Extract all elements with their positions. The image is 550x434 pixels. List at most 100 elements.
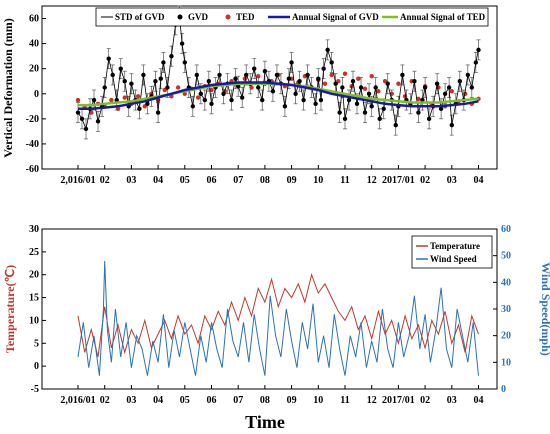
top-x-tick-label: 12 <box>367 175 377 186</box>
gvd-point <box>244 72 249 78</box>
gvd-point <box>412 79 417 84</box>
bottom-x-tick-label: 2017/01 <box>382 395 415 406</box>
gvd-point <box>282 104 288 109</box>
top-x-tick-label: 11 <box>340 175 349 186</box>
gvd-point <box>240 95 245 100</box>
gvd-point <box>385 81 390 86</box>
bottom-x-tick-label: 2,016/01 <box>60 395 95 406</box>
bottom-legend-box <box>411 235 493 269</box>
gvd-point <box>122 79 127 84</box>
top-x-tick-label: 02 <box>420 175 430 186</box>
ted-point <box>329 72 334 78</box>
ted-point <box>376 89 381 94</box>
gvd-point <box>102 85 107 90</box>
top-x-tick-label: 02 <box>100 175 110 186</box>
top-x-tick-label: 2017/01 <box>382 175 415 186</box>
bottom-x-ticks: 2,016/01 02 03 04 05 06 07 08 09 10 11 12 2017/01 02 0… <box>60 385 484 406</box>
top-y-tick-label: 0 <box>34 89 39 100</box>
gvd-point <box>202 97 208 103</box>
top-x-tick-label: 06 <box>207 175 217 186</box>
gvd-point <box>153 79 158 84</box>
ted-point <box>109 97 114 103</box>
gvd-point <box>161 60 166 65</box>
top-y-tick-label: -40 <box>26 139 39 150</box>
gvd-point <box>182 60 187 65</box>
gvd-point <box>426 116 432 122</box>
gvd-point <box>350 79 356 84</box>
gvd-point <box>457 79 463 84</box>
top-x-tick-label: 09 <box>287 175 297 186</box>
ted-point <box>369 74 374 79</box>
gvd-point <box>221 91 226 96</box>
top-legend: STD of GVD GVD TED Annual Signal of GVD … <box>95 7 489 27</box>
top-y-tick-label: -20 <box>26 114 39 125</box>
gvd-point <box>145 101 150 107</box>
ted-point <box>322 81 328 86</box>
gvd-point <box>260 97 265 103</box>
ted-point <box>122 95 127 100</box>
bottom-y-tick-label-right: 60 <box>501 224 511 235</box>
bottom-y-tick-label-left: 10 <box>29 315 39 326</box>
gvd-point <box>252 66 257 71</box>
gvd-point <box>301 97 306 103</box>
gvd-point <box>194 72 200 78</box>
gvd-point <box>169 53 174 59</box>
top-y-tick-label: -60 <box>26 164 39 175</box>
gvd-point <box>110 72 115 78</box>
ted-point <box>342 71 348 76</box>
gvd-point <box>118 66 123 71</box>
top-x-tick-label: 10 <box>313 175 323 186</box>
top-legend-box <box>95 7 489 27</box>
bottom-x-tick-label: 02 <box>100 395 110 406</box>
gvd-point <box>262 69 268 74</box>
top-x-tick-label: 07 <box>233 175 243 186</box>
ted-point <box>195 95 201 100</box>
gvd-point <box>438 106 444 112</box>
ted-point <box>75 97 81 103</box>
top-x-tick-label: 04 <box>153 175 163 186</box>
wind-speed-line <box>77 260 479 376</box>
top-x-ticks: 2,016/01 02 03 04 05 06 07 08 09 10 11 12 2017/01 02 0… <box>60 165 484 186</box>
bottom-y-tick-label-left: 5 <box>34 338 39 349</box>
gvd-point <box>91 97 97 103</box>
gvd-point <box>325 47 330 53</box>
gvd-point <box>342 116 348 122</box>
gvd-point <box>420 97 425 103</box>
gvd-point <box>206 79 212 84</box>
bottom-y-tick-label-right: 30 <box>501 304 511 315</box>
bottom-y-axis-label-left: Temperature(℃) <box>3 265 17 353</box>
gvd-point <box>155 110 161 115</box>
bottom-legend: Temperature Wind Speed <box>411 235 493 269</box>
ted-point <box>416 96 421 101</box>
gvd-point <box>333 81 338 86</box>
x-axis-title: Time <box>245 412 285 432</box>
bottom-y-axis-label-right: Wind Speed(mph) <box>539 262 550 355</box>
gvd-point <box>305 72 310 78</box>
gvd-point <box>362 110 368 115</box>
bottom-x-tick-label: 08 <box>260 395 270 406</box>
bottom-x-tick-label: 07 <box>233 395 243 406</box>
gvd-point <box>95 119 101 124</box>
top-x-tick-label: 08 <box>260 175 270 186</box>
bottom-y-tick-label-right: 0 <box>501 384 506 395</box>
gvd-point <box>129 81 134 86</box>
gvd-point <box>366 91 372 96</box>
ted-point <box>175 85 181 90</box>
gvd-point <box>165 85 170 90</box>
gvd-point <box>179 41 185 46</box>
gvd-point <box>434 81 440 86</box>
bottom-x-tick-label: 09 <box>287 395 297 406</box>
gvd-point <box>358 85 364 90</box>
gvd-point <box>400 72 405 78</box>
bottom-y-ticks-right: 0 10 20 30 40 50 60 <box>493 224 511 395</box>
bottom-x-tick-label: 12 <box>367 395 377 406</box>
gvd-point <box>340 85 345 90</box>
gvd-point <box>137 106 142 112</box>
ted-point <box>449 89 454 94</box>
bottom-y-tick-label-right: 20 <box>501 331 511 342</box>
gvd-point <box>209 101 214 107</box>
bottom-y-tick-label-left: 15 <box>29 293 39 304</box>
top-series <box>75 5 481 140</box>
gvd-point <box>346 97 352 103</box>
bottom-y-tick-label-left: 25 <box>29 247 39 258</box>
